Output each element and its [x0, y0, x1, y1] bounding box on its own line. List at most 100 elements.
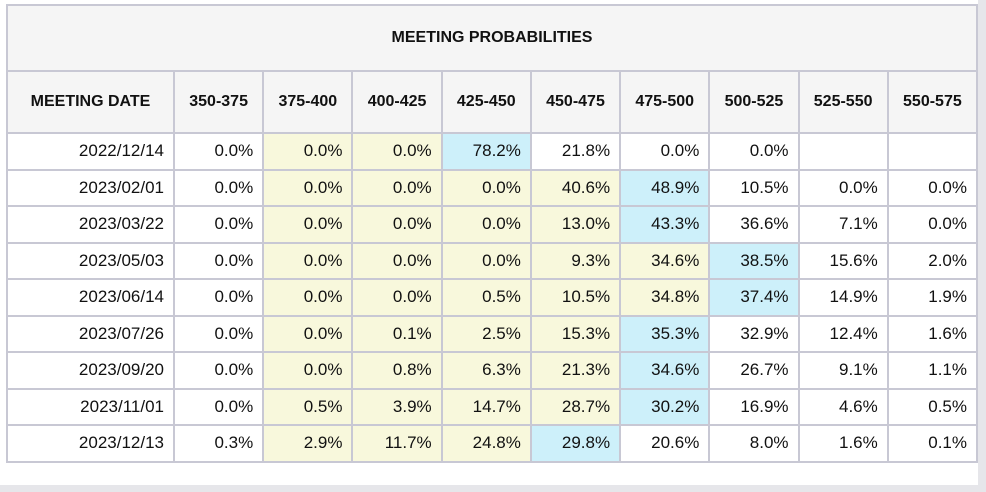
probability-cell: 10.5% [529, 278, 622, 317]
probability-cell: 1.6% [797, 424, 889, 463]
meeting-date-cell: 2023/02/01 [6, 168, 175, 207]
probability-cell: 2.9% [262, 424, 354, 463]
column-header-425-450: 425-450 [440, 70, 532, 134]
probability-cell: 0.0% [172, 351, 265, 390]
probability-cell: 0.0% [262, 351, 354, 390]
probability-cell: 0.0% [172, 241, 265, 280]
column-header-375-400: 375-400 [262, 70, 354, 134]
probability-cell: 14.9% [797, 278, 889, 317]
probability-cell: 11.7% [351, 424, 443, 463]
table-row: 2023/05/03 0.0% 0.0% 0.0% 0.0% 9.3% 34.6% 38.5%… [6, 241, 979, 280]
table-title: MEETING PROBABILITIES [6, 4, 978, 72]
probability-cell: 0.0% [172, 387, 265, 426]
probability-cell: 20.6% [619, 424, 711, 463]
probability-cell: 0.1% [351, 314, 443, 353]
probability-cell: 28.7% [529, 387, 622, 426]
probability-cell [797, 132, 889, 171]
probability-cell: 29.8% [529, 424, 622, 463]
probability-cell: 0.5% [886, 387, 979, 426]
probability-cell: 2.0% [886, 241, 979, 280]
probability-cell: 15.6% [797, 241, 889, 280]
probability-cell: 0.1% [886, 424, 979, 463]
table-row: 2023/06/14 0.0% 0.0% 0.0% 0.5% 10.5% 34.8% 37.4… [6, 278, 979, 317]
probability-cell: 34.6% [619, 351, 711, 390]
probability-cell: 4.6% [797, 387, 889, 426]
meeting-date-cell: 2023/03/22 [6, 205, 175, 244]
probability-cell: 9.3% [529, 241, 622, 280]
probability-cell: 34.6% [619, 241, 711, 280]
probability-cell: 0.0% [262, 241, 354, 280]
column-header-meeting-date: MEETING DATE [6, 70, 175, 134]
probability-cell: 0.5% [262, 387, 354, 426]
probability-cell: 2.5% [440, 314, 532, 353]
probability-cell: 0.0% [172, 132, 265, 171]
background [0, 485, 986, 492]
probability-cell: 0.0% [262, 278, 354, 317]
probability-cell: 36.6% [708, 205, 800, 244]
probability-cell: 16.9% [708, 387, 800, 426]
probability-cell: 0.0% [708, 132, 800, 171]
probability-cell: 1.1% [886, 351, 979, 390]
column-header-525-550: 525-550 [797, 70, 889, 134]
probability-cell: 15.3% [529, 314, 622, 353]
meeting-date-cell: 2023/05/03 [6, 241, 175, 280]
probability-cell: 21.8% [529, 132, 622, 171]
probability-cell: 3.9% [351, 387, 443, 426]
probability-cell: 1.6% [886, 314, 979, 353]
probability-cell: 34.8% [619, 278, 711, 317]
meeting-probabilities-table: MEETING PROBABILITIES MEETING DATE 350-37… [6, 4, 979, 463]
probability-cell: 0.0% [262, 205, 354, 244]
probability-cell: 0.5% [440, 278, 532, 317]
probability-cell: 9.1% [797, 351, 889, 390]
probability-cell: 13.0% [529, 205, 622, 244]
column-header-475-500: 475-500 [619, 70, 711, 134]
column-header-550-575: 550-575 [886, 70, 979, 134]
probability-cell: 48.9% [619, 168, 711, 207]
probability-cell: 0.3% [172, 424, 265, 463]
table-row: 2023/11/01 0.0% 0.5% 3.9% 14.7% 28.7% 30.2% 16.… [6, 387, 979, 426]
probability-cell: 24.8% [440, 424, 532, 463]
table-row: 2023/02/01 0.0% 0.0% 0.0% 0.0% 40.6% 48.9% 10.5… [6, 168, 979, 207]
table-row: 2023/12/13 0.3% 2.9% 11.7% 24.8% 29.8% 20.6% 8.… [6, 424, 979, 463]
probability-cell: 12.4% [797, 314, 889, 353]
probability-cell: 0.0% [886, 205, 979, 244]
probability-cell: 0.0% [262, 168, 354, 207]
meeting-date-cell: 2023/09/20 [6, 351, 175, 390]
meeting-date-cell: 2023/06/14 [6, 278, 175, 317]
probability-cell [886, 132, 979, 171]
table-row: 2023/03/22 0.0% 0.0% 0.0% 0.0% 13.0% 43.3% 36.6… [6, 205, 979, 244]
probability-cell: 0.0% [262, 314, 354, 353]
probability-cell: 32.9% [708, 314, 800, 353]
table-row: 2023/07/26 0.0% 0.0% 0.1% 2.5% 15.3% 35.3% 32.9… [6, 314, 979, 353]
probability-cell: 0.0% [351, 205, 443, 244]
probability-cell: 8.0% [708, 424, 800, 463]
probability-cell: 0.8% [351, 351, 443, 390]
probability-cell: 0.0% [172, 314, 265, 353]
column-header-450-475: 450-475 [529, 70, 622, 134]
probability-cell: 0.0% [440, 205, 532, 244]
probability-cell: 35.3% [619, 314, 711, 353]
probability-cell: 6.3% [440, 351, 532, 390]
probability-cell: 0.0% [351, 241, 443, 280]
probability-cell: 0.0% [351, 168, 443, 207]
probability-cell: 21.3% [529, 351, 622, 390]
probability-cell: 0.0% [351, 132, 443, 171]
meeting-date-cell: 2023/11/01 [6, 387, 175, 426]
probability-cell: 26.7% [708, 351, 800, 390]
meeting-date-cell: 2022/12/14 [6, 132, 175, 171]
background [978, 0, 986, 492]
probability-cell: 43.3% [619, 205, 711, 244]
probability-cell: 38.5% [708, 241, 800, 280]
probability-cell: 0.0% [440, 168, 532, 207]
probability-cell: 0.0% [886, 168, 979, 207]
probability-cell: 10.5% [708, 168, 800, 207]
column-header-350-375: 350-375 [172, 70, 265, 134]
column-header-400-425: 400-425 [351, 70, 443, 134]
probability-cell: 0.0% [619, 132, 711, 171]
probability-cell: 7.1% [797, 205, 889, 244]
probability-cell: 37.4% [708, 278, 800, 317]
probability-cell: 0.0% [440, 241, 532, 280]
meeting-date-cell: 2023/12/13 [6, 424, 175, 463]
probability-cell: 0.0% [172, 278, 265, 317]
probability-cell: 0.0% [797, 168, 889, 207]
